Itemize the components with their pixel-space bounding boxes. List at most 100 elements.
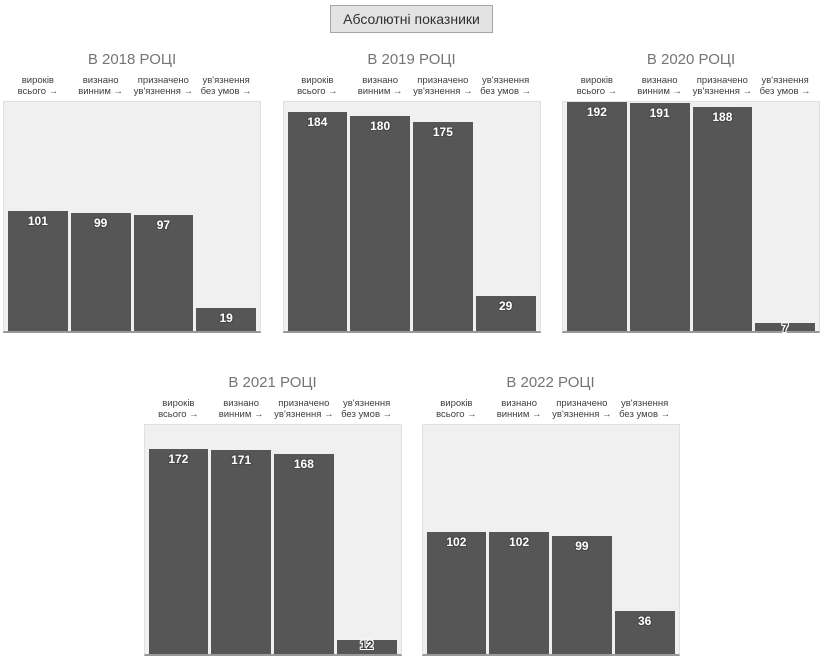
year-chart: В 2021 РОЦІ вироків всього → визнано винним…	[143, 375, 402, 656]
column-header-line1: вироків	[440, 398, 473, 409]
bar-column[interactable]: 97	[133, 215, 194, 331]
bar-value-label: 7	[781, 321, 789, 335]
column-header-line1: ув'язнення	[761, 75, 809, 86]
year-chart: В 2020 РОЦІ вироків всього → визнано винним…	[562, 51, 820, 335]
bar-column[interactable]: 7	[755, 321, 815, 335]
column-header: вироків всього →	[567, 75, 627, 97]
bar-column[interactable]: 12	[336, 638, 397, 654]
column-header-line1: вироків	[301, 75, 334, 86]
bar-column[interactable]: 172	[148, 449, 209, 654]
column-header: ув'язнення без умов →	[337, 398, 397, 420]
plot-area: 184 180 175 29	[282, 101, 541, 333]
column-header-line1: призначено	[278, 398, 330, 409]
column-headers: вироків всього → визнано винним → призначено…	[144, 398, 402, 420]
bar-column[interactable]: 99	[70, 213, 131, 331]
chart-title: В 2022 РОЦІ	[506, 374, 595, 391]
column-headers: вироків всього → визнано винним → призначено…	[562, 75, 820, 97]
column-header-line2: без умов →	[341, 409, 393, 420]
column-header-line2: всього →	[436, 409, 477, 420]
column-header-line1: призначено	[417, 75, 469, 86]
column-header: ув'язнення без умов →	[476, 75, 536, 97]
plot-area: 172 171 168 12	[143, 424, 402, 656]
column-header: визнано винним →	[489, 398, 549, 420]
bar-column[interactable]: 175	[413, 122, 473, 331]
bar-value-label: 99	[93, 216, 108, 230]
column-header-line2: ув'язнення →	[413, 86, 473, 97]
bar-column[interactable]: 184	[287, 112, 348, 331]
column-header: вироків всього →	[427, 398, 487, 420]
plot-area: 192 191 188 7	[562, 101, 820, 335]
column-header-line2: всього →	[17, 86, 59, 97]
column-header: призначено ув'язнення →	[552, 398, 612, 420]
column-header-line2: винним →	[357, 86, 403, 97]
column-header-line1: вироків	[580, 75, 613, 86]
bar-value-label: 102	[509, 535, 530, 549]
column-header-line1: призначено	[137, 75, 189, 86]
column-header-line2: винним →	[78, 86, 124, 97]
column-header: ув'язнення без умов →	[196, 75, 256, 97]
column-header-line2: винним →	[496, 409, 542, 420]
column-headers: вироків всього → визнано винним → призначено…	[3, 75, 261, 97]
bar-value-label: 188	[712, 110, 733, 124]
bar-value-label: 101	[27, 214, 48, 228]
column-header: ув'язнення без умов →	[615, 398, 675, 420]
bar-value-label: 184	[307, 115, 328, 129]
column-header-line1: визнано	[82, 75, 119, 86]
column-header: визнано винним →	[211, 398, 271, 420]
column-header-line2: без умов →	[480, 86, 532, 97]
column-header: визнано винним →	[630, 75, 690, 97]
column-header: визнано винним →	[350, 75, 410, 97]
column-header-line1: визнано	[223, 398, 260, 409]
charts-row-2: В 2021 РОЦІ вироків всього → визнано винним…	[0, 375, 823, 656]
bar-value-label: 97	[156, 218, 171, 232]
bar-column[interactable]: 19	[196, 308, 256, 331]
column-header-line1: вироків	[21, 75, 54, 86]
column-header-line2: всього →	[158, 409, 199, 420]
chart-title: В 2019 РОЦІ	[367, 51, 456, 68]
bar-column[interactable]: 101	[8, 211, 68, 331]
bar-value-label: 102	[446, 535, 467, 549]
bar-column[interactable]: 188	[692, 107, 753, 331]
column-header-line1: призначено	[696, 75, 748, 86]
bar-column[interactable]: 191	[629, 103, 690, 331]
bar-value-label: 171	[231, 453, 252, 467]
column-header: ув'язнення без умов →	[755, 75, 815, 97]
bar-column[interactable]: 102	[426, 532, 487, 654]
bar-column[interactable]: 29	[475, 296, 536, 331]
bar-column[interactable]: 36	[614, 611, 675, 654]
bar-column[interactable]: 168	[274, 454, 334, 654]
bar-column[interactable]: 171	[211, 450, 271, 654]
column-header-line1: визнано	[641, 75, 678, 86]
year-chart: В 2019 РОЦІ вироків всього → визнано винним…	[282, 51, 541, 333]
bar-value-label: 99	[575, 539, 589, 553]
bar-column[interactable]: 99	[552, 536, 612, 654]
bar-value-label: 29	[498, 299, 513, 313]
column-header-line2: ув'язнення →	[692, 86, 753, 97]
chart-mode-button[interactable]: Абсолютні показники	[330, 5, 493, 33]
column-header-line1: ув'язнення	[342, 398, 391, 409]
column-header-line2: ув'язнення →	[274, 409, 334, 420]
bar-column[interactable]: 180	[350, 116, 410, 331]
column-header-line2: винним →	[218, 409, 264, 420]
column-header: вироків всього →	[149, 398, 209, 420]
bar-column[interactable]: 102	[489, 532, 549, 654]
bar-value-label: 175	[432, 125, 453, 139]
column-header-line2: без умов →	[619, 409, 671, 420]
column-header-line2: всього →	[576, 86, 618, 97]
column-header: призначено ув'язнення →	[693, 75, 753, 97]
chart-title: В 2020 РОЦІ	[646, 51, 736, 68]
bar-value-label: 192	[586, 105, 607, 119]
column-header-line1: призначено	[556, 398, 608, 409]
column-header-line1: визнано	[362, 75, 399, 86]
column-headers: вироків всього → визнано винним → призначено…	[422, 398, 680, 420]
column-header: призначено ув'язнення →	[274, 398, 334, 420]
column-header-line1: ув'язнення	[620, 398, 669, 409]
bar-value-label: 180	[370, 119, 391, 133]
column-header-line1: ув'язнення	[202, 75, 250, 86]
column-header-line2: без умов →	[200, 86, 252, 97]
bar-column[interactable]: 192	[567, 102, 627, 331]
chart-title: В 2018 РОЦІ	[87, 51, 177, 68]
column-header-line1: визнано	[501, 398, 538, 409]
column-header: призначено ув'язнення →	[134, 75, 194, 97]
column-header: призначено ув'язнення →	[413, 75, 473, 97]
